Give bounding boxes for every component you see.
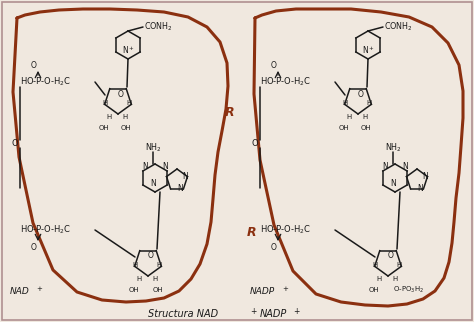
Text: O: O	[31, 61, 37, 70]
Text: H: H	[137, 276, 142, 282]
Text: OH: OH	[153, 287, 164, 293]
Text: R: R	[247, 225, 257, 239]
Text: N: N	[382, 162, 388, 171]
Text: +: +	[36, 286, 42, 292]
Text: H: H	[376, 276, 382, 282]
Text: N: N	[390, 178, 396, 187]
Text: HO-P-O-H$_2$C: HO-P-O-H$_2$C	[260, 224, 311, 236]
Text: NADP: NADP	[250, 288, 275, 297]
Text: R: R	[225, 106, 235, 118]
Text: OH: OH	[128, 287, 139, 293]
Text: N: N	[182, 172, 188, 181]
Text: H: H	[366, 100, 372, 106]
Text: Structura NAD: Structura NAD	[148, 309, 218, 319]
Text: HO-P-O-H$_2$C: HO-P-O-H$_2$C	[260, 76, 311, 88]
Text: H: H	[122, 114, 128, 120]
Text: H: H	[127, 100, 132, 106]
Text: H: H	[156, 262, 162, 268]
Text: O-PO$_3$H$_2$: O-PO$_3$H$_2$	[393, 285, 424, 295]
Text: +: +	[369, 45, 374, 51]
Text: +: +	[128, 45, 133, 51]
Text: +: +	[282, 286, 288, 292]
Text: OH: OH	[369, 287, 379, 293]
Text: HO-P-O-H$_2$C: HO-P-O-H$_2$C	[20, 76, 72, 88]
Text: CONH$_2$: CONH$_2$	[144, 21, 173, 33]
Text: H: H	[396, 262, 401, 268]
Text: H: H	[152, 276, 158, 282]
Text: O: O	[31, 242, 37, 251]
Text: N: N	[177, 184, 183, 193]
Text: CONH$_2$: CONH$_2$	[384, 21, 413, 33]
Text: OH: OH	[361, 125, 371, 131]
Text: O: O	[118, 90, 124, 99]
Text: HO-P-O-H$_2$C: HO-P-O-H$_2$C	[20, 224, 72, 236]
Text: H: H	[106, 114, 111, 120]
Text: OH: OH	[99, 125, 109, 131]
Text: H: H	[392, 276, 398, 282]
Text: H: H	[102, 100, 108, 106]
Text: O: O	[358, 90, 364, 99]
Text: O: O	[12, 138, 18, 147]
Text: NADP: NADP	[260, 309, 287, 319]
Text: N: N	[402, 162, 408, 171]
Text: H: H	[373, 262, 378, 268]
Text: O: O	[271, 61, 277, 70]
Text: OH: OH	[121, 125, 131, 131]
Text: N: N	[162, 162, 168, 171]
Text: N: N	[122, 45, 128, 54]
Text: N: N	[417, 184, 423, 193]
Text: N: N	[150, 178, 156, 187]
Text: H: H	[342, 100, 347, 106]
Text: H: H	[132, 262, 137, 268]
Text: O: O	[388, 251, 394, 260]
Text: +: +	[293, 307, 300, 316]
Text: NAD: NAD	[10, 288, 30, 297]
Text: +: +	[250, 307, 256, 316]
Text: H: H	[363, 114, 368, 120]
Text: H: H	[346, 114, 352, 120]
Text: N: N	[362, 45, 368, 54]
Text: N: N	[422, 172, 428, 181]
Text: N: N	[142, 162, 148, 171]
Text: O: O	[252, 138, 258, 147]
Text: NH$_2$: NH$_2$	[145, 142, 162, 154]
Text: NH$_2$: NH$_2$	[384, 142, 401, 154]
Text: OH: OH	[339, 125, 349, 131]
Text: O: O	[271, 242, 277, 251]
Text: O: O	[148, 251, 154, 260]
